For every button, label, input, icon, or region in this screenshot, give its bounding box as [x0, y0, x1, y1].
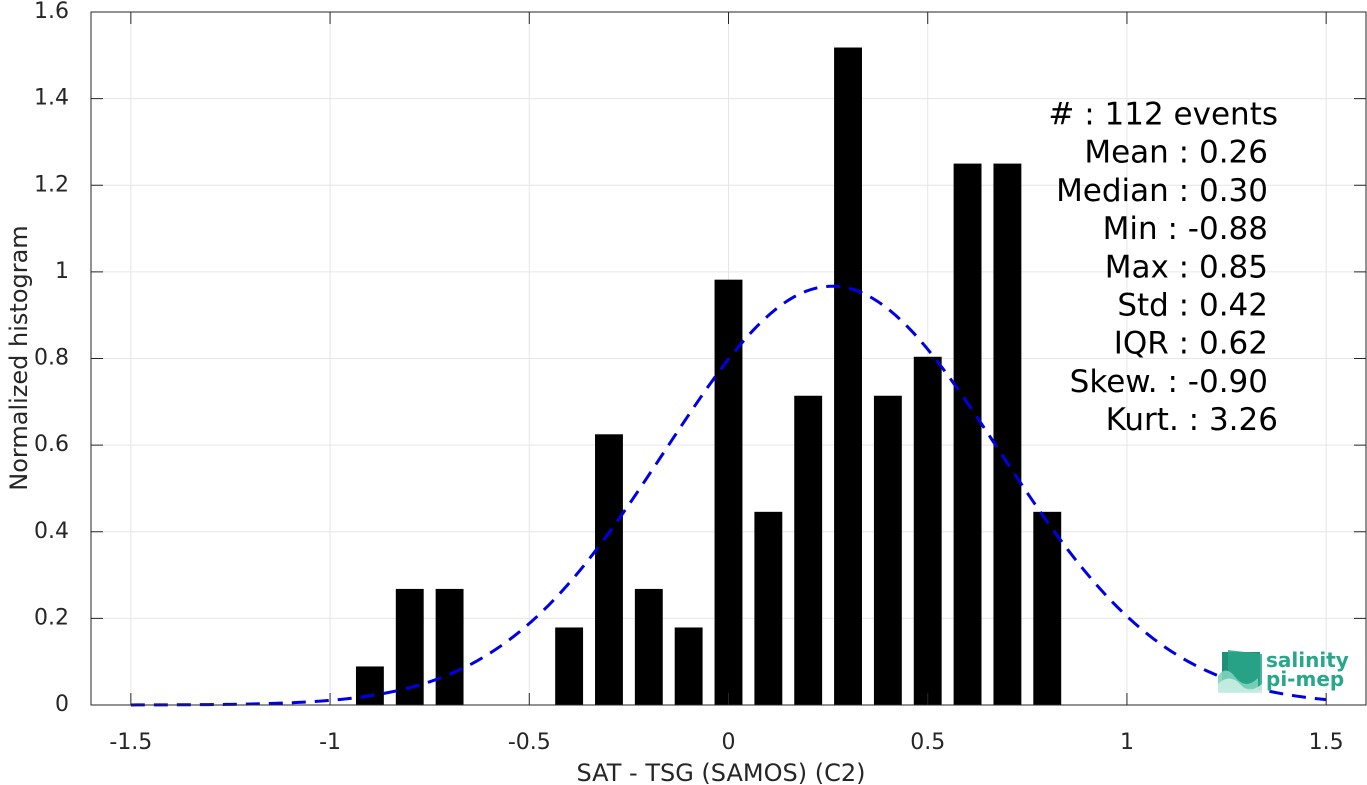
bar-13: [953, 163, 982, 705]
y-tick-label-5: 1: [55, 259, 69, 284]
bar-12: [913, 356, 942, 705]
x-tick-labels: -1.5 -1 -0.5 0 0.5 1 1.5: [109, 730, 1343, 755]
axis-ticks: [91, 11, 1366, 706]
x-tick-label-1: -1: [319, 730, 341, 755]
gaussian-fit-curve: [130, 284, 1327, 707]
y-tick-label-1: 0.2: [34, 605, 69, 630]
stats-line-2: Median : 0.30: [1056, 173, 1268, 209]
stats-line-6: IQR : 0.62: [1114, 326, 1268, 362]
x-tick-label-5: 1: [1120, 730, 1134, 755]
x-tick-label-6: 1.5: [1309, 730, 1344, 755]
logo-waves-icon: [1218, 650, 1262, 693]
logo-text-line2: pi-mep: [1266, 667, 1344, 691]
x-tick-label-4: 0.5: [910, 730, 945, 755]
bar-8: [754, 511, 783, 705]
y-tick-label-6: 1.2: [34, 172, 69, 197]
y-tick-label-8: 1.6: [34, 0, 69, 24]
salinity-pi-mep-logo: salinity pi-mep: [1218, 648, 1349, 693]
bar-7: [714, 279, 743, 705]
y-axis-label: Normalized histogram: [5, 225, 33, 490]
bar-2: [435, 588, 464, 705]
bar-3: [555, 627, 584, 705]
stats-line-1: Mean : 0.26: [1084, 135, 1268, 171]
x-tick-label-0: -1.5: [109, 730, 152, 755]
y-tick-label-7: 1.4: [34, 86, 69, 111]
bar-11: [873, 395, 902, 705]
stats-line-3: Min : -0.88: [1103, 211, 1268, 247]
y-tick-label-2: 0.4: [34, 519, 69, 544]
x-axis-label: SAT - TSG (SAMOS) (C2): [577, 759, 866, 785]
logo-text-line1: salinity: [1266, 648, 1349, 672]
bar-0: [355, 666, 384, 705]
x-tick-label-3: 0: [722, 730, 736, 755]
stats-line-8: Kurt. : 3.26: [1106, 402, 1278, 438]
stats-line-5: Std : 0.42: [1117, 288, 1268, 324]
histogram-bars: [355, 47, 1062, 706]
stats-line-4: Max : 0.85: [1105, 249, 1268, 285]
bar-15: [1033, 511, 1062, 705]
y-tick-labels: 0 0.2 0.4 0.6 0.8 1 1.2 1.4 1.6: [34, 0, 69, 717]
bar-14: [993, 163, 1022, 705]
stats-line-7: Skew. : -0.90: [1070, 364, 1268, 400]
bar-10: [834, 47, 862, 706]
bar-9: [794, 395, 823, 705]
stats-line-0: # : 112 events: [1048, 97, 1278, 133]
bar-6: [674, 627, 703, 705]
bar-5: [634, 588, 663, 705]
y-tick-label-0: 0: [55, 692, 69, 717]
y-tick-label-4: 0.8: [34, 346, 69, 371]
x-tick-label-2: -0.5: [508, 730, 551, 755]
y-tick-label-3: 0.6: [34, 432, 69, 457]
bar-4: [595, 434, 623, 705]
